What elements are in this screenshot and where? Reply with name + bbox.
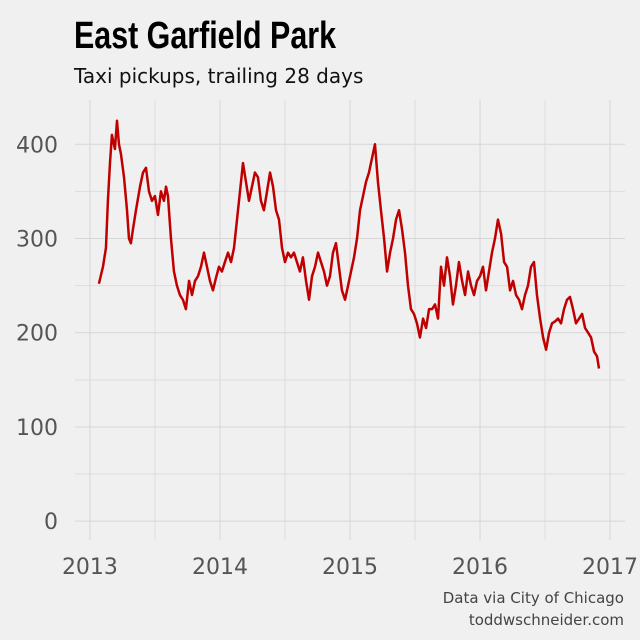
y-tick-label: 0 — [44, 510, 58, 535]
chart-title: East Garfield Park — [74, 15, 337, 57]
x-tick-label: 2015 — [322, 555, 378, 580]
x-tick-label: 2017 — [582, 555, 638, 580]
source: toddwschneider.com — [469, 611, 624, 629]
x-tick-label: 2013 — [62, 555, 118, 580]
y-tick-label: 100 — [16, 416, 58, 441]
data-line — [97, 119, 601, 369]
chart-subtitle: Taxi pickups, trailing 28 days — [73, 64, 363, 88]
plot — [97, 119, 601, 369]
y-tick-label: 300 — [16, 228, 58, 253]
y-tick-label: 400 — [16, 133, 58, 158]
grid — [75, 100, 625, 540]
x-tick-label: 2014 — [192, 555, 248, 580]
y-tick-label: 200 — [16, 322, 58, 347]
x-tick-label: 2016 — [452, 555, 508, 580]
source: Data via City of Chicago — [443, 589, 624, 607]
